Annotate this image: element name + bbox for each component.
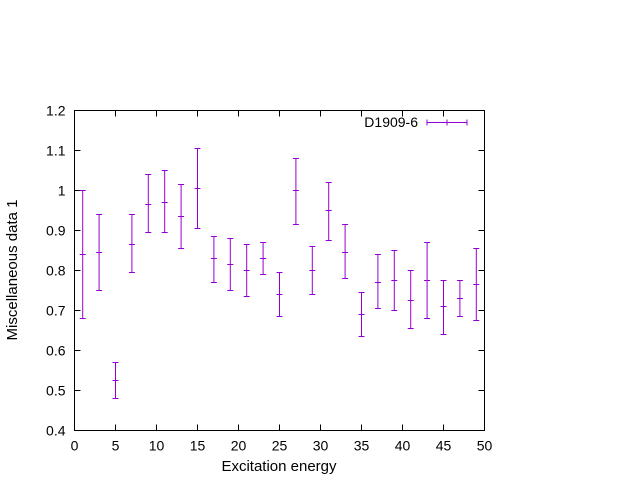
data-point <box>292 158 299 225</box>
data-point <box>178 184 185 249</box>
data-point <box>325 182 332 241</box>
x-tick-label: 30 <box>313 438 329 454</box>
y-tick-label: 0.6 <box>46 343 66 359</box>
data-point <box>243 244 250 297</box>
data-point <box>374 254 381 309</box>
data-point <box>309 246 316 295</box>
data-point <box>161 170 168 233</box>
x-tick-label: 0 <box>71 438 79 454</box>
data-point <box>227 238 234 291</box>
y-tick-label: 0.7 <box>46 303 66 319</box>
x-tick-label: 10 <box>149 438 165 454</box>
series-d1909-6 <box>79 148 480 399</box>
data-point <box>194 148 201 229</box>
legend-label: D1909-6 <box>364 114 418 130</box>
data-point <box>128 214 135 273</box>
data-point <box>473 248 480 321</box>
data-point <box>342 224 349 279</box>
x-tick-label: 50 <box>477 438 493 454</box>
data-point <box>391 250 398 311</box>
y-tick-label: 1 <box>58 183 66 199</box>
x-tick-label: 5 <box>112 438 120 454</box>
y-tick-label: 1.2 <box>46 103 66 119</box>
x-tick-label: 20 <box>231 438 247 454</box>
data-point <box>440 280 447 335</box>
data-point <box>112 362 119 399</box>
x-axis: 0 5 10 15 20 25 30 35 40 45 50 <box>71 110 493 454</box>
data-point <box>407 270 414 329</box>
x-tick-label: 25 <box>272 438 288 454</box>
y-axis-title: Miscellaneous data 1 <box>4 200 21 341</box>
y-tick-label: 0.9 <box>46 223 66 239</box>
y-tick-label: 0.5 <box>46 383 66 399</box>
x-axis-title: Excitation energy <box>221 458 337 475</box>
data-point <box>79 190 86 319</box>
legend: D1909-6 <box>364 114 468 130</box>
data-point <box>424 242 431 319</box>
y-tick-label: 0.4 <box>46 423 66 439</box>
x-tick-label: 40 <box>395 438 411 454</box>
x-tick-label: 35 <box>354 438 370 454</box>
y-tick-label: 1.1 <box>46 143 66 159</box>
x-tick-label: 45 <box>436 438 452 454</box>
data-point <box>145 174 152 233</box>
data-point <box>456 280 463 317</box>
y-axis: 0.4 0.5 0.6 0.7 0.8 0.9 1 1.1 1.2 <box>46 103 485 439</box>
data-point <box>210 236 217 283</box>
y-tick-label: 0.8 <box>46 263 66 279</box>
x-tick-label: 15 <box>190 438 206 454</box>
legend-errorbar-sample <box>426 119 468 126</box>
data-point <box>96 214 103 291</box>
data-point <box>260 242 267 275</box>
data-point <box>276 272 283 317</box>
data-point <box>358 292 365 337</box>
